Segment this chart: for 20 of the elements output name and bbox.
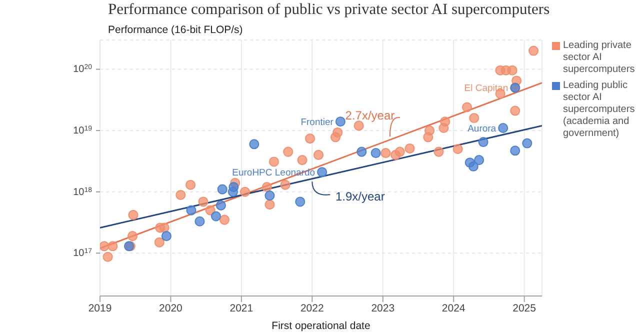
x-tick-label: 2020: [159, 302, 183, 314]
y-tick-label: 10$^{19}$: [73, 125, 92, 137]
x-tick-label: 2022: [300, 302, 324, 314]
y-tick-label: 10$^{18}$: [73, 186, 92, 198]
chart-title: Performance comparison of public vs private sector AI supercomputers: [108, 1, 550, 19]
x-axis-title: First operational date: [270, 320, 372, 332]
annotation: 2.7x/year: [345, 108, 395, 123]
y-axis-title: Performance (16-bit FLOP/s): [108, 24, 243, 36]
x-tick-label: 2019: [88, 302, 112, 314]
x-tick-label: 2021: [230, 302, 254, 314]
legend-label: Leading private sector AI supercomputers: [563, 40, 636, 76]
x-tick-label: 2024: [442, 302, 466, 314]
x-tick-label: 2025: [512, 302, 536, 314]
annotation: 1.9x/year: [335, 190, 385, 204]
x-tick-label: 2023: [371, 302, 395, 314]
y-tick-label: 10$^{20}$: [73, 64, 92, 76]
legend-label: Leading public sector AI supercomputers (academia and government): [563, 80, 636, 140]
annotation: Aurora: [468, 124, 497, 135]
y-tick-label: 10$^{17}$: [73, 248, 92, 260]
annotation: Frontier: [300, 117, 334, 128]
